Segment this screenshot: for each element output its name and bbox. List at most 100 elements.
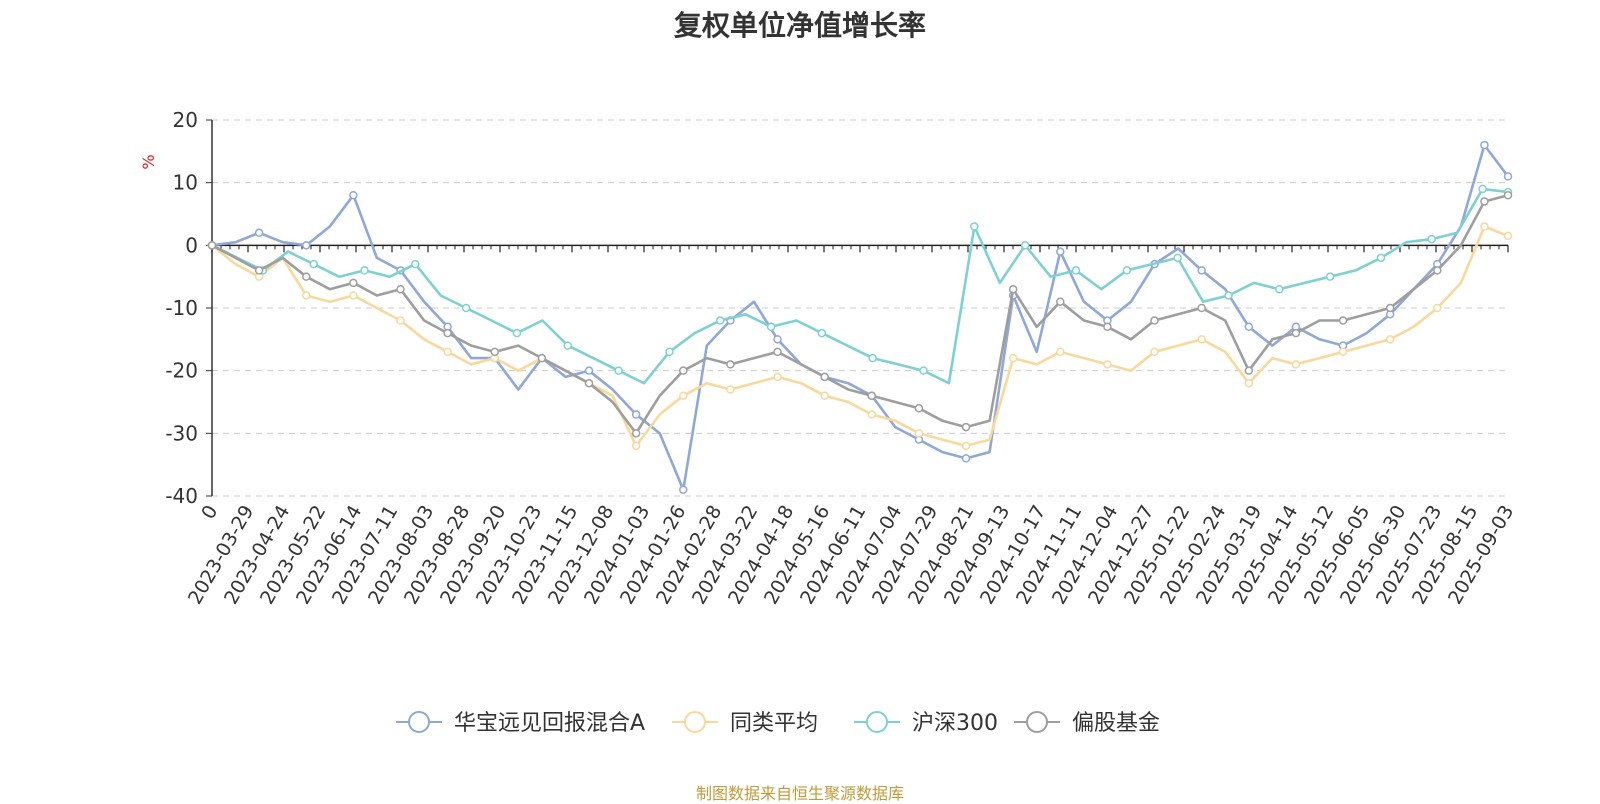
data-point <box>1020 241 1030 250</box>
data-point <box>1338 316 1348 325</box>
data-point <box>1478 184 1487 194</box>
data-point <box>679 485 688 494</box>
data-point <box>726 385 735 394</box>
x-tick-label: 0 <box>197 502 222 523</box>
series-line <box>211 143 1510 491</box>
data-point <box>766 322 776 332</box>
data-point <box>914 404 924 413</box>
data-point <box>254 228 264 238</box>
data-point <box>773 335 782 344</box>
data-point <box>396 316 405 325</box>
data-point <box>1275 284 1284 294</box>
data-point <box>1433 303 1442 313</box>
data-point <box>1325 272 1335 281</box>
data-point <box>1503 231 1513 241</box>
data-point <box>631 441 641 451</box>
legend-item[interactable]: 华宝远见回报混合A <box>396 711 645 736</box>
series-4 <box>207 190 1513 438</box>
data-point <box>490 347 500 357</box>
y-tick-label: -20 <box>165 359 198 383</box>
data-point <box>1224 291 1233 300</box>
y-tick-label: -10 <box>165 296 198 320</box>
data-point <box>1103 360 1112 369</box>
series-line <box>211 193 1509 435</box>
data-point <box>1480 140 1489 150</box>
data-point <box>1480 222 1489 231</box>
series-line <box>211 187 1509 385</box>
data-point <box>867 410 877 419</box>
data-point <box>631 410 641 419</box>
data-point <box>1173 253 1182 263</box>
data-point <box>512 328 522 338</box>
legend-marker-icon <box>408 711 430 733</box>
data-point <box>1008 353 1018 363</box>
data-point <box>1503 172 1513 181</box>
data-point <box>349 190 358 200</box>
data-point <box>563 341 573 350</box>
data-point <box>1056 247 1065 256</box>
data-point <box>820 391 829 400</box>
x-axis: 02023-03-292023-04-242023-05-222023-06-1… <box>184 244 1518 608</box>
data-point <box>1427 234 1437 244</box>
legend-label: 沪深300 <box>912 711 998 736</box>
legend-label: 偏股基金 <box>1072 711 1160 736</box>
legend-marker-icon <box>684 711 706 733</box>
data-point <box>1008 284 1018 294</box>
data-point <box>309 259 318 269</box>
data-point <box>584 366 594 375</box>
data-point <box>254 266 264 275</box>
data-point <box>773 347 782 357</box>
data-point <box>302 241 311 250</box>
data-point <box>961 422 971 432</box>
data-point <box>614 366 623 375</box>
legend-item[interactable]: 沪深300 <box>854 711 998 736</box>
data-point <box>1056 297 1065 306</box>
data-point <box>1150 316 1159 325</box>
y-axis-label: % <box>139 154 158 169</box>
data-point <box>1433 266 1442 275</box>
legend[interactable]: 华宝远见回报混合A 同类平均 沪深300 偏股基金 <box>396 711 1160 736</box>
data-point <box>715 316 725 325</box>
data-point <box>443 347 452 357</box>
series-2 <box>207 222 1513 451</box>
legend-label: 华宝远见回报混合A <box>454 711 645 736</box>
data-point <box>726 360 735 369</box>
y-tick-label: 10 <box>173 171 198 195</box>
data-point <box>1122 266 1132 275</box>
y-tick-label: 20 <box>173 108 198 132</box>
data-point <box>914 429 924 438</box>
data-point <box>537 353 547 363</box>
data-point <box>1376 253 1386 263</box>
series-group <box>207 140 1513 494</box>
data-point <box>1291 328 1301 338</box>
legend-marker-icon <box>866 711 888 733</box>
data-point <box>1338 347 1348 357</box>
legend-item[interactable]: 偏股基金 <box>1014 711 1160 736</box>
data-point <box>679 366 688 375</box>
y-tick-label: -30 <box>165 421 198 445</box>
data-point <box>1244 366 1254 375</box>
legend-item[interactable]: 同类平均 <box>672 711 818 736</box>
data-point <box>1244 378 1254 388</box>
data-point <box>396 284 405 294</box>
data-point <box>1103 322 1112 332</box>
data-point <box>1385 303 1395 313</box>
series-1 <box>207 140 1513 494</box>
data-point <box>1385 335 1395 344</box>
data-point <box>302 272 311 281</box>
data-point <box>1150 347 1159 357</box>
data-point <box>1503 190 1513 200</box>
data-point <box>679 391 688 400</box>
data-point <box>349 291 358 300</box>
data-point <box>349 278 358 288</box>
legend-marker-icon <box>1026 711 1048 733</box>
data-point <box>443 328 452 338</box>
chart-title: 复权单位净值增长率 <box>673 9 926 42</box>
y-axis: 20 10 0 -10 -20 -30 -40% <box>139 108 213 508</box>
data-point <box>961 454 971 463</box>
data-point <box>867 391 877 400</box>
grid-lines <box>212 119 1508 497</box>
data-point <box>207 241 217 250</box>
data-point <box>1197 335 1206 344</box>
data-point <box>631 429 641 438</box>
